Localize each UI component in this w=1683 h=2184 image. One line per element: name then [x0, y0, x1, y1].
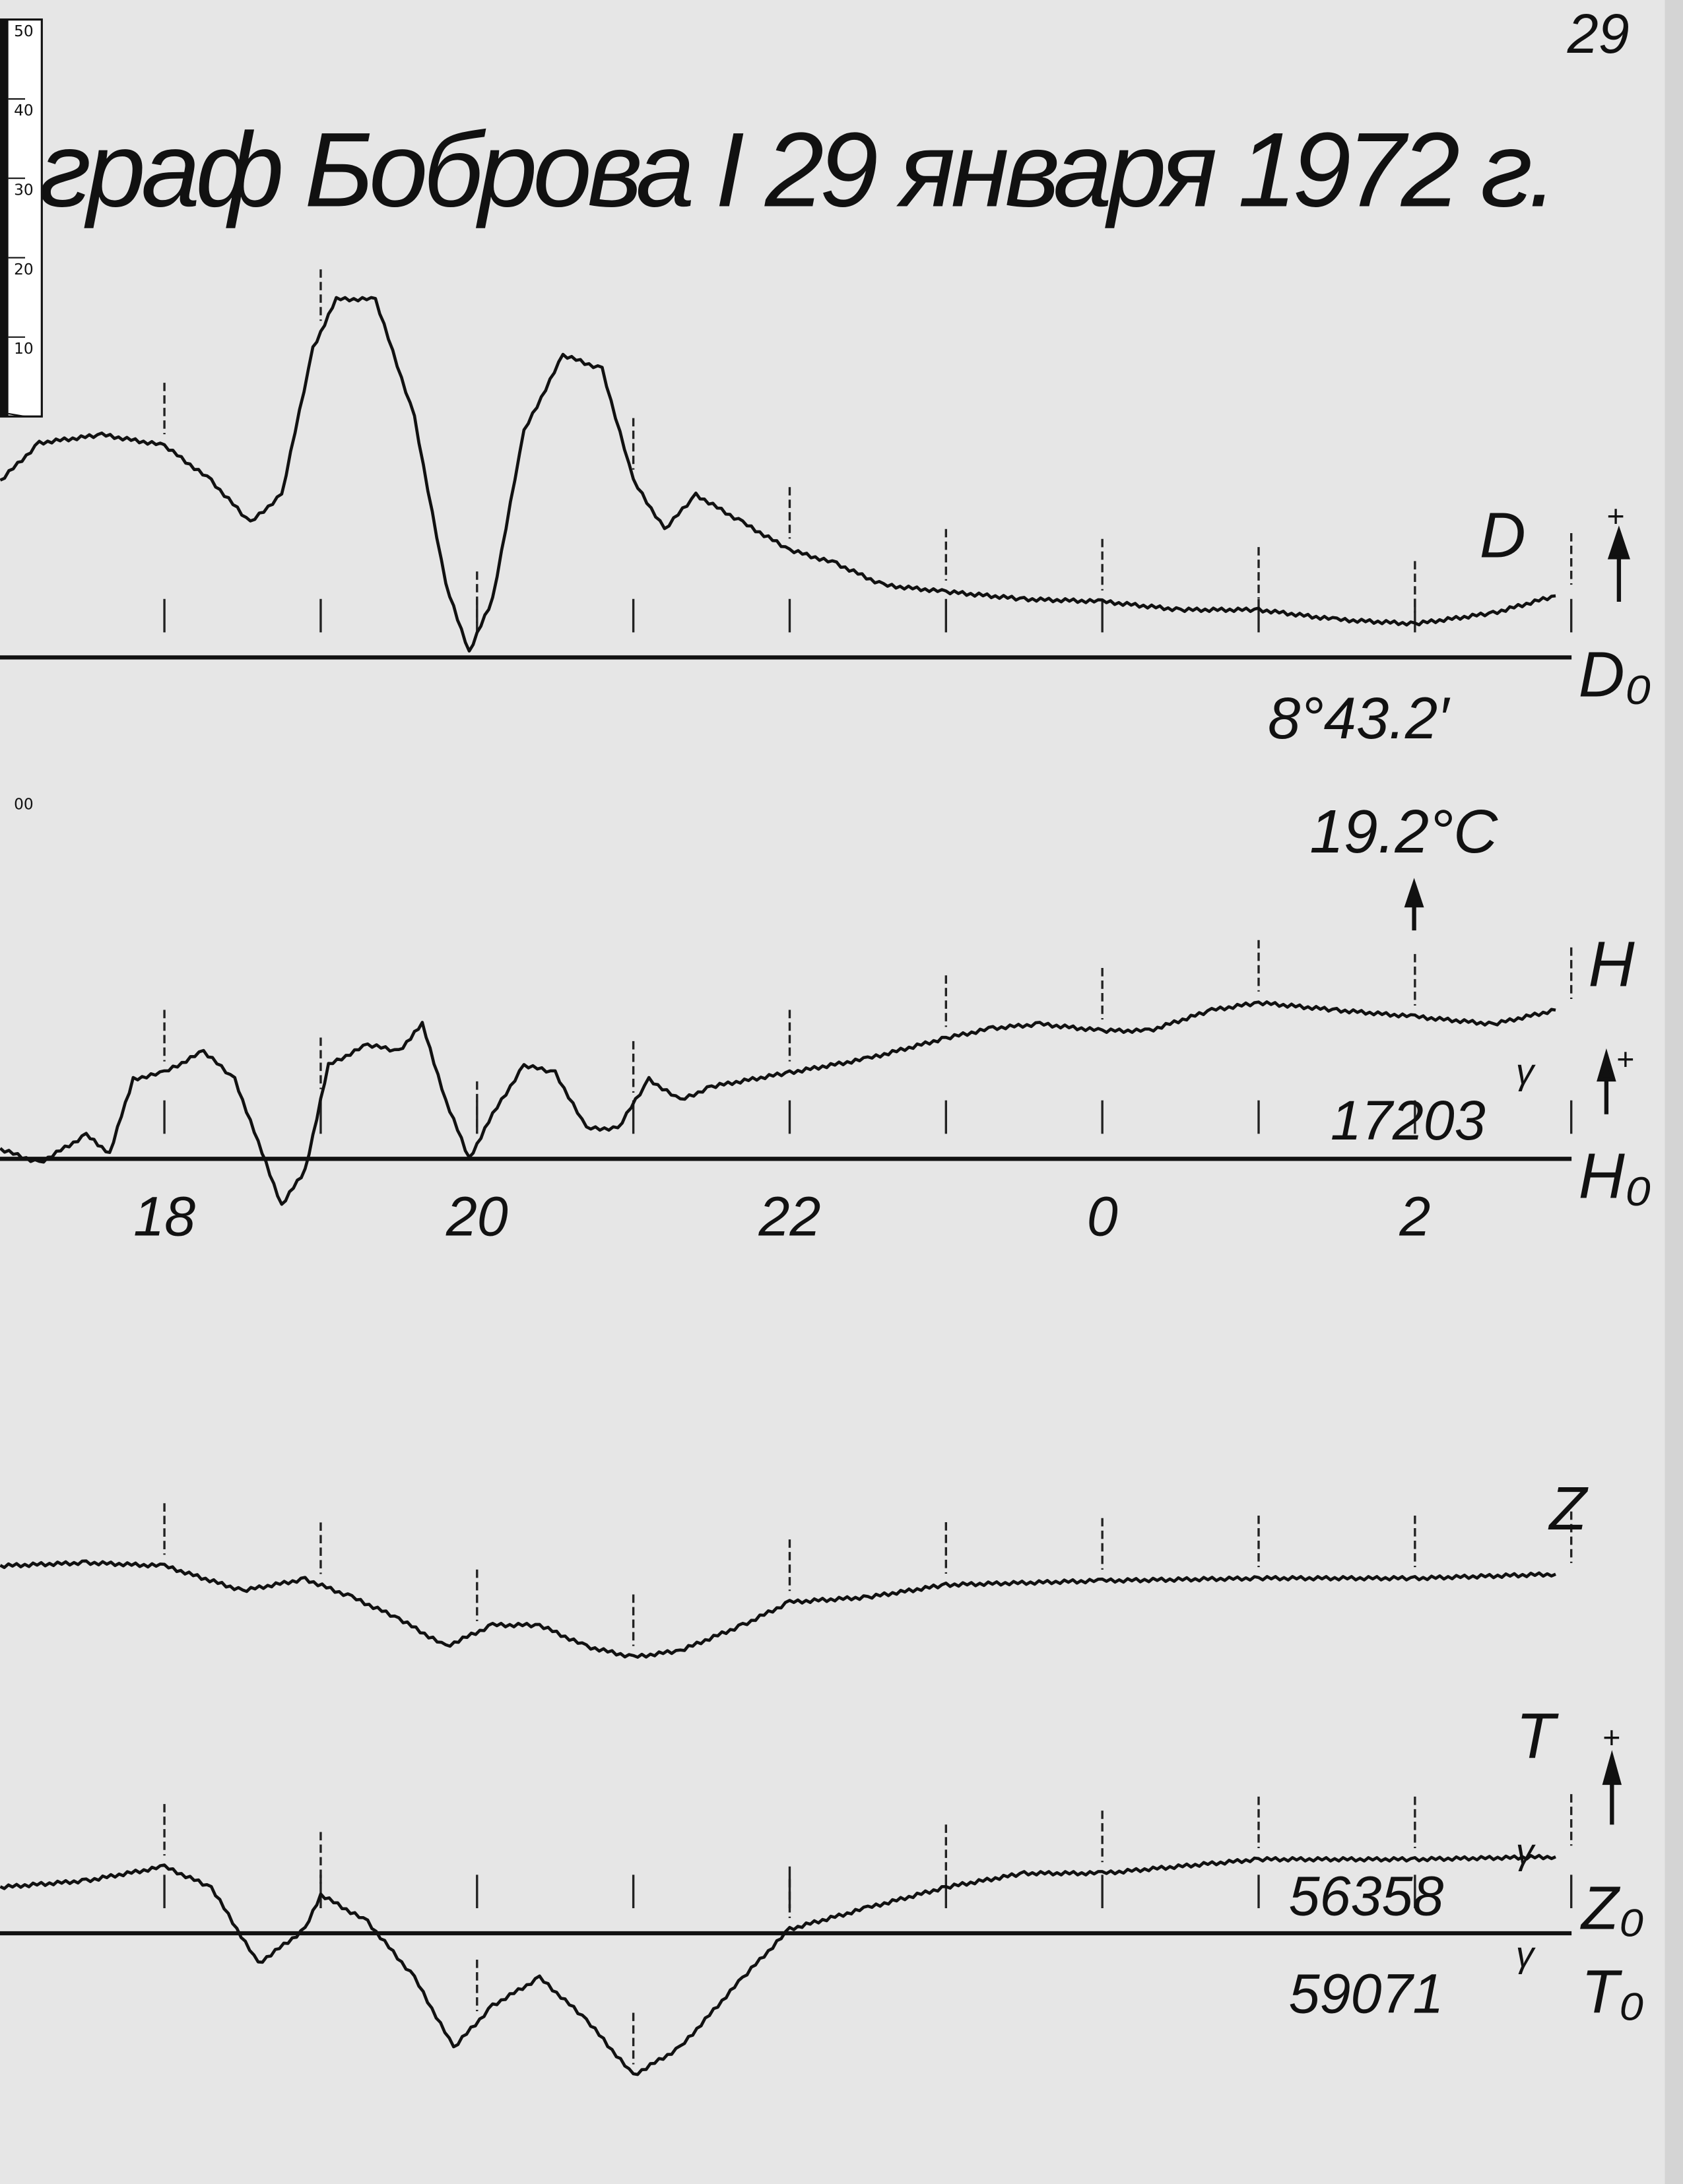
temperature-label: 19.2°C [1309, 797, 1498, 866]
series-label-d: D [1480, 499, 1526, 571]
baseline-value-z: 56358 [1289, 1865, 1444, 1927]
plus-sign-h: + [1616, 1042, 1634, 1076]
ruler-label: 30 [14, 181, 34, 199]
series-label-h: H [1588, 928, 1635, 1000]
trace-d [0, 296, 1556, 653]
x-tick-label: 22 [758, 1185, 821, 1247]
ruler-label: 50 [14, 22, 34, 40]
plus-sign-d: + [1606, 499, 1624, 533]
mm-ruler: 50 40 30 20 10 00 [0, 18, 43, 813]
trace-h [0, 1000, 1556, 1206]
ruler-label: 20 [14, 261, 34, 278]
baseline-label-z: Z₀ [1580, 1874, 1645, 1943]
baseline-label-h: H₀ [1579, 1140, 1652, 1211]
arrow-up-icon [1404, 878, 1424, 931]
baseline-label-d: D₀ [1579, 638, 1652, 710]
arrow-up-icon [1607, 525, 1630, 602]
page-number: 29 [1567, 3, 1630, 65]
x-tick-label: 2 [1399, 1185, 1430, 1247]
x-tick-label: 0 [1087, 1185, 1118, 1247]
baseline-label-t: T₀ [1581, 1957, 1645, 2026]
chart-title: граф Боброва I 29 января 1972 г. [39, 110, 1558, 228]
series-label-t: T [1516, 1700, 1560, 1772]
x-tick-label: 18 [133, 1185, 195, 1247]
baseline-value-h: 17203 [1331, 1089, 1486, 1151]
ruler-label: 40 [14, 102, 34, 119]
ruler-tick [8, 412, 26, 418]
baseline-unit-t: γ [1516, 1934, 1536, 1975]
x-tick-label: 20 [446, 1185, 508, 1247]
series-label-z: Z [1548, 1474, 1589, 1543]
trace-z [0, 1559, 1556, 1659]
baseline-unit-z: γ [1516, 1830, 1536, 1871]
baseline-value-t: 59071 [1289, 1962, 1444, 2024]
baseline-unit-h: γ [1516, 1050, 1536, 1091]
plus-sign-t: + [1602, 1720, 1620, 1754]
paper-edge [1665, 0, 1683, 2184]
arrow-up-icon [1597, 1048, 1616, 1114]
ruler-label: 00 [14, 795, 34, 813]
baseline-value-d: 8°43.2′ [1268, 686, 1451, 751]
ruler-label: 10 [14, 340, 34, 358]
arrow-up-icon [1602, 1750, 1622, 1825]
trace-t [0, 1853, 1556, 2076]
